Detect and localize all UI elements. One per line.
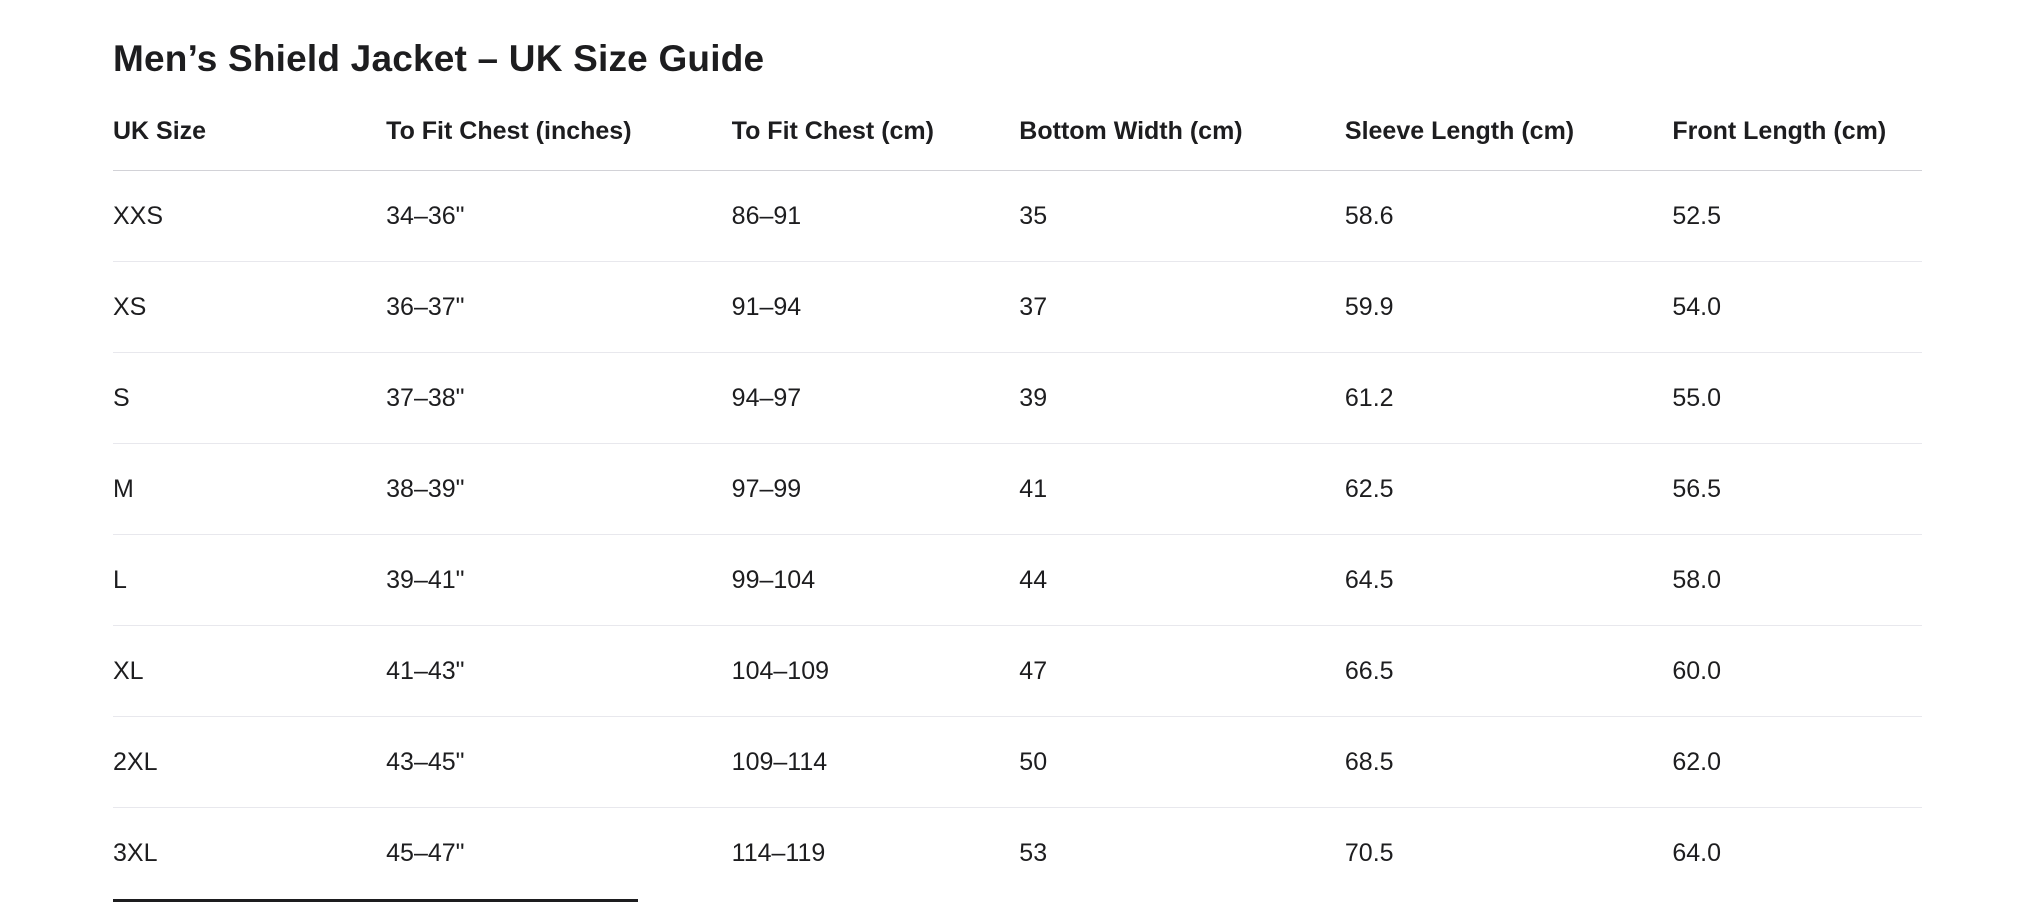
cell-uk_size: XXS xyxy=(113,202,164,230)
column-header-chest_in: To Fit Chest (inches) xyxy=(386,98,732,171)
cell-sleeve_length_cm: 62.5 xyxy=(1344,475,1394,503)
cell-bottom_width_cm: 50 xyxy=(1019,748,1048,776)
column-header-uk_size: UK Size xyxy=(113,98,387,171)
table-row-xxs: XXS 34–36" 86–91 35 58.6 52.5 xyxy=(113,171,1922,262)
table-row-3xl: 3XL 45–47" 114–119 53 70.5 64.0 xyxy=(113,808,1922,899)
table-row-s: S 37–38" 94–97 39 61.2 55.0 xyxy=(113,353,1922,444)
cell-uk_size: M xyxy=(113,475,134,503)
cell-chest_in: 36–37" xyxy=(386,293,465,321)
cutoff-next-section-edge xyxy=(113,899,638,902)
cell-bottom_width_cm: 44 xyxy=(1019,566,1048,594)
cell-chest_cm: 94–97 xyxy=(731,384,802,412)
cell-bottom_width_cm: 53 xyxy=(1019,839,1048,867)
cell-bottom_width_cm: 47 xyxy=(1019,657,1048,685)
cell-chest_cm: 109–114 xyxy=(731,748,828,776)
cell-chest_cm: 86–91 xyxy=(731,202,802,230)
size-guide-table-head: UK Size To Fit Chest (inches) To Fit Chest… xyxy=(113,98,1922,171)
cell-front_length_cm: 52.5 xyxy=(1672,202,1721,230)
cell-uk_size: XL xyxy=(113,657,144,685)
cell-uk_size: 3XL xyxy=(113,839,158,867)
cell-chest_in: 43–45" xyxy=(386,748,465,776)
column-header-chest_cm: To Fit Chest (cm) xyxy=(731,98,1020,171)
cell-front_length_cm: 58.0 xyxy=(1672,566,1721,594)
cell-chest_in: 38–39" xyxy=(386,475,465,503)
cell-chest_in: 37–38" xyxy=(386,384,465,412)
cell-front_length_cm: 60.0 xyxy=(1672,657,1721,685)
cell-sleeve_length_cm: 61.2 xyxy=(1344,384,1394,412)
cell-sleeve_length_cm: 66.5 xyxy=(1344,657,1394,685)
cell-bottom_width_cm: 37 xyxy=(1019,293,1048,321)
table-row-2xl: 2XL 43–45" 109–114 50 68.5 62.0 xyxy=(113,717,1922,808)
cell-front_length_cm: 64.0 xyxy=(1672,839,1721,867)
cell-sleeve_length_cm: 59.9 xyxy=(1344,293,1394,321)
cell-bottom_width_cm: 41 xyxy=(1019,475,1048,503)
table-row-m: M 38–39" 97–99 41 62.5 56.5 xyxy=(113,444,1922,535)
cell-chest_in: 45–47" xyxy=(386,839,465,867)
cell-chest_in: 41–43" xyxy=(386,657,465,685)
cell-uk_size: S xyxy=(113,384,130,412)
header-row: UK Size To Fit Chest (inches) To Fit Chest… xyxy=(113,98,1922,171)
cell-uk_size: XS xyxy=(113,293,147,321)
cell-sleeve_length_cm: 70.5 xyxy=(1344,839,1394,867)
column-header-bottom_width_cm: Bottom Width (cm) xyxy=(1019,98,1345,171)
cell-chest_cm: 99–104 xyxy=(731,566,816,594)
cell-chest_cm: 114–119 xyxy=(731,839,826,867)
cell-sleeve_length_cm: 68.5 xyxy=(1344,748,1394,776)
cell-bottom_width_cm: 35 xyxy=(1019,202,1048,230)
cell-front_length_cm: 56.5 xyxy=(1672,475,1721,503)
cell-uk_size: 2XL xyxy=(113,748,158,776)
table-row-xs: XS 36–37" 91–94 37 59.9 54.0 xyxy=(113,262,1922,353)
cell-front_length_cm: 54.0 xyxy=(1672,293,1721,321)
cell-chest_cm: 91–94 xyxy=(731,293,802,321)
cell-chest_cm: 104–109 xyxy=(731,657,829,685)
column-header-front_length_cm: Front Length (cm) xyxy=(1672,98,1922,171)
size-guide-table-body: XXS 34–36" 86–91 35 58.6 52.5 XS 36–37" 91–94 37 5… xyxy=(113,171,1922,899)
table-row-l: L 39–41" 99–104 44 64.5 58.0 xyxy=(113,535,1922,626)
cell-bottom_width_cm: 39 xyxy=(1019,384,1048,412)
cell-chest_in: 39–41" xyxy=(386,566,465,594)
column-header-sleeve_length_cm: Sleeve Length (cm) xyxy=(1344,98,1673,171)
cell-chest_in: 34–36" xyxy=(386,202,465,230)
cell-chest_cm: 97–99 xyxy=(731,475,802,503)
page-title: Men’s Shield Jacket – UK Size Guide xyxy=(113,38,765,79)
table-row-xl: XL 41–43" 104–109 47 66.5 60.0 xyxy=(113,626,1922,717)
cell-front_length_cm: 55.0 xyxy=(1672,384,1721,412)
cell-sleeve_length_cm: 58.6 xyxy=(1344,202,1394,230)
cell-uk_size: L xyxy=(113,566,127,594)
cell-front_length_cm: 62.0 xyxy=(1672,748,1721,776)
size-guide-table: UK Size To Fit Chest (inches) To Fit Chest… xyxy=(113,98,1922,898)
cell-sleeve_length_cm: 64.5 xyxy=(1344,566,1394,594)
